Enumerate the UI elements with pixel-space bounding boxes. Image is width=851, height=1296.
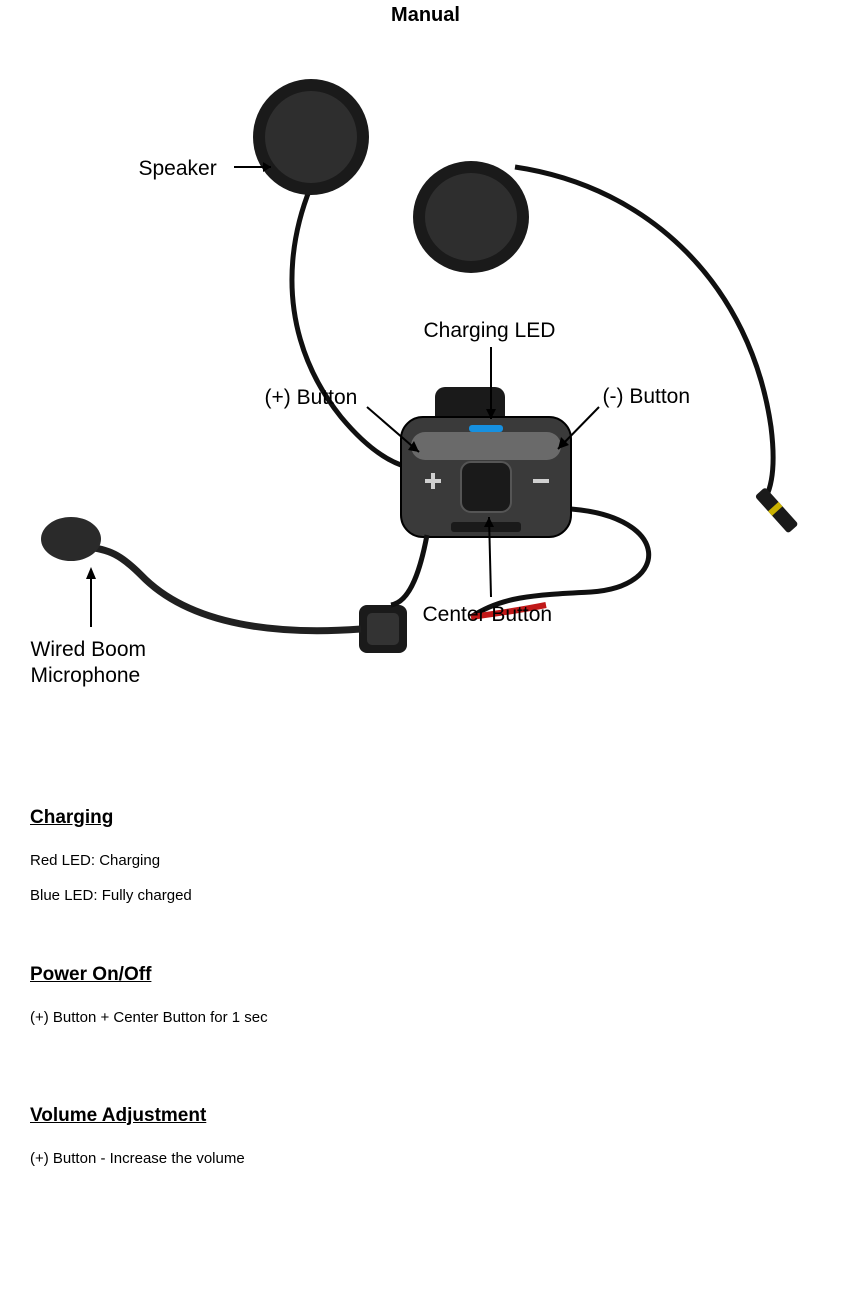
power-line-1: (+) Button + Center Button for 1 sec	[30, 1004, 821, 1033]
diagram-label-minus-button: (-) Button	[603, 384, 691, 409]
diagram-label-mic-line1: Wired Boom	[31, 637, 147, 662]
charging-line-2: Blue LED: Fully charged	[30, 882, 821, 911]
section-heading-charging: Charging	[30, 807, 821, 829]
product-diagram: Speaker Charging LED (+) Button (-) Butt…	[31, 57, 821, 727]
diagram-label-charging-led: Charging LED	[424, 318, 556, 343]
diagram-label-plus-button: (+) Button	[265, 385, 358, 410]
diagram-label-speaker: Speaker	[139, 156, 217, 181]
page-title: Manual	[30, 4, 821, 27]
diagram-label-mic-line2: Microphone	[31, 663, 141, 688]
volume-line-1: (+) Button - Increase the volume	[30, 1145, 821, 1174]
section-heading-volume: Volume Adjustment	[30, 1105, 821, 1127]
charging-line-1: Red LED: Charging	[30, 847, 821, 876]
diagram-label-center-button: Center Button	[423, 602, 553, 627]
section-heading-power: Power On/Off	[30, 964, 821, 986]
